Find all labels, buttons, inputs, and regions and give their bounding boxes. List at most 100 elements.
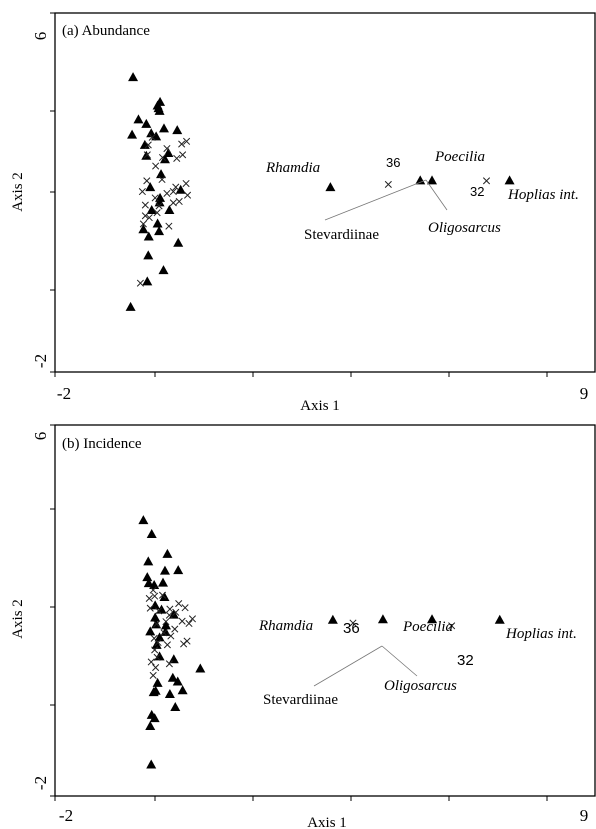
cross-point-a [169,199,177,207]
cross-point-b [181,604,189,612]
triangle-point-a [164,205,175,215]
cross-point-a [141,212,149,220]
cross-point-b [155,607,163,615]
x-tick-label-right-b: 9 [580,806,589,825]
triangle-point-a [128,72,139,82]
triangle-point-a [155,96,166,106]
triangle-point-b [146,759,157,769]
triangle-point-b [327,614,338,624]
cross-point-b [153,653,161,661]
triangle-point-b [143,578,154,588]
cross-point-a [145,214,153,222]
arrows-b [313,645,418,687]
triangle-point-a [142,276,153,286]
cross-point-b [165,611,173,619]
cross-point-a [173,154,181,162]
label-poecilia-a: Poecilia [434,149,485,165]
triangle-point-b [154,632,165,642]
triangle-point-a [154,226,165,236]
cross-point-b [147,658,155,666]
plot-frame-b [54,424,596,797]
tick-marks-a [50,12,548,377]
cross-point-a [155,202,163,210]
label-hoplias-a: Hoplias int. [507,187,579,203]
x-axis-title-a: Axis 1 [300,398,340,414]
cross-point-b [149,671,157,679]
triangle-point-b [158,577,168,587]
triangle-point-a [153,103,164,113]
cross-point-b [153,620,161,628]
triangle-point-b [143,556,154,566]
triangle-point-a [145,182,156,192]
triangle-point-b [167,672,178,682]
cross-point-a [169,188,177,196]
cross-point-b [172,608,180,616]
arrows-a [324,179,448,221]
cross-point-b [151,592,159,600]
triangle-point-b [377,614,388,624]
cross-point-b [146,604,154,612]
panel-title-a: (a) Abundance [62,23,150,39]
triangle-point-a [504,175,515,185]
cross-point-a [139,220,147,228]
data-points-b [138,515,505,769]
cross-point-a [141,201,149,209]
cross-point-a [183,137,191,145]
label-stevardiinae-a: Stevardiinae [304,227,379,243]
triangle-point-a [173,237,184,247]
triangle-point-b [150,612,161,622]
triangle-point-a [152,218,163,228]
cross-point-a [151,194,159,202]
triangle-point-b [170,701,181,711]
label-oligosarcus-b: Oligosarcus [384,678,457,694]
cross-point-a [136,279,144,287]
arrow-stevardiinae-a [324,179,427,221]
cross-point-b [152,663,160,672]
triangle-point-a [138,224,149,234]
triangle-point-a [158,123,169,133]
cross-point-b [166,605,174,613]
y-axis-title-b: Axis 2 [10,599,26,639]
arrow-oligosarcus-a [425,179,448,211]
triangle-point-a [146,205,157,215]
arrow-stevardiinae-b [313,645,383,687]
triangle-point-b [148,687,159,697]
triangle-point-b [494,614,505,624]
cross-point-a [143,151,151,159]
cross-point-a [148,133,156,141]
panel-abundance: (a) Abundance 6 -2 -2 9 Axis 1 Axis 2 Rh… [10,12,596,414]
triangle-point-b [152,677,163,687]
cross-point-a [178,140,186,148]
x-tick-label-left-a: -2 [57,384,71,403]
y-tick-label-bottom-b: -2 [31,776,50,790]
label-36-b: 36 [343,620,360,637]
panel-title-b: (b) Incidence [62,436,142,452]
triangle-point-b [173,565,184,575]
cross-point-b [167,632,175,640]
triangle-point-b [159,565,170,575]
triangle-point-a [325,182,336,192]
triangle-point-a [139,139,150,149]
triangle-point-b [138,515,149,525]
y-tick-label-top-b: 6 [31,432,50,441]
label-hoplias-b: Hoplias int. [505,626,577,642]
tick-marks-b [50,424,548,801]
y-axis-title-a: Axis 2 [10,172,26,212]
cross-point-a [158,153,167,162]
triangle-point-b [146,709,157,719]
arrow-oligosarcus-b [381,645,418,677]
cross-point-a [163,144,171,153]
triangle-point-a [125,301,136,311]
triangle-point-a [143,250,154,260]
cross-point-b [165,660,173,668]
triangle-point-b [162,548,173,558]
label-rhamdia-a: Rhamdia [265,160,320,176]
label-32-a: 32 [470,184,484,199]
cross-point-b [160,629,168,637]
cross-point-a [384,180,392,188]
triangle-point-b [142,572,153,582]
label-oligosarcus-a: Oligosarcus [428,220,501,236]
triangle-point-a [127,129,138,139]
data-points-a [125,72,515,311]
